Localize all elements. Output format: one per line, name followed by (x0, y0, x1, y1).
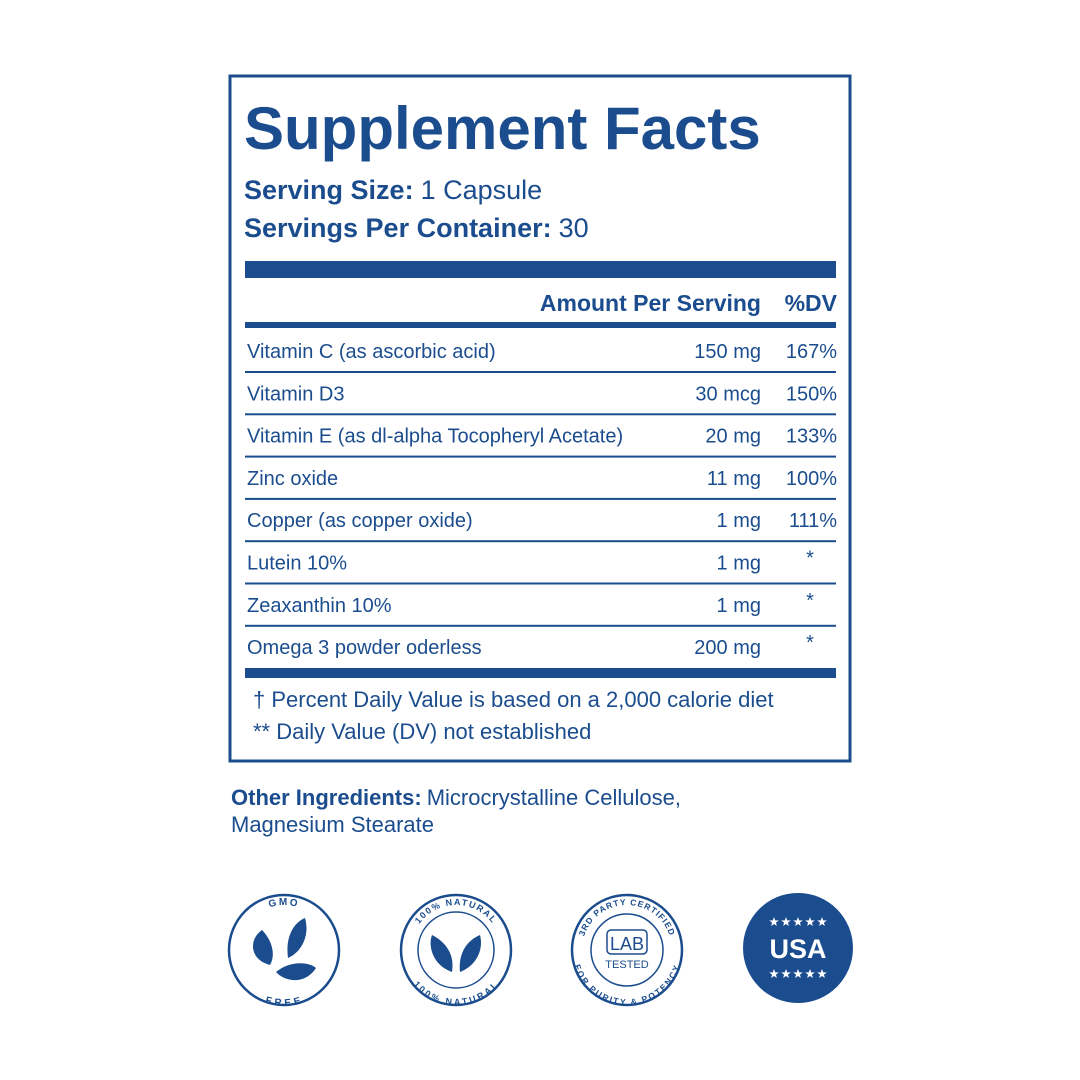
row-rule (245, 624, 836, 627)
row-rule (245, 455, 836, 458)
badge-text: 100% NATURAL (413, 897, 498, 926)
nutrient-amount: 1 mg (717, 553, 761, 575)
svg-text:100% NATURAL: 100% NATURAL (413, 897, 499, 926)
svg-text:GMO: GMO (268, 897, 301, 910)
nutrient-dv: 111% (789, 510, 837, 532)
row-rule (245, 413, 836, 416)
badge-text: GMO (268, 897, 299, 910)
nutrient-name: Omega 3 powder oderless (247, 637, 482, 659)
row-rule (245, 497, 836, 500)
nutrient-dv: 167% (786, 341, 837, 363)
other-ingredients-line: Magnesium Stearate (231, 812, 434, 837)
row-rule (245, 582, 836, 585)
nutrient-rows: Vitamin C (as ascorbic acid) 150 mg 167% Vi… (245, 341, 837, 659)
other-ingredients-label: Other Ingredients: (231, 785, 422, 810)
nutrient-amount: 1 mg (717, 510, 761, 532)
lab-tested-badge: 3RD PARTY CERTIFIED FOR PURITY & POTENCY… (570, 893, 684, 1007)
nutrient-name: Zeaxanthin 10% (247, 595, 392, 617)
gmo-free-badge: GMO FREE (227, 893, 341, 1009)
nutrient-amount: 30 mcg (695, 383, 761, 405)
row-rule (245, 371, 836, 373)
badge-text: 100% NATURAL (412, 979, 499, 1007)
svg-text:3RD PARTY CERTIFIED: 3RD PARTY CERTIFIED (577, 897, 678, 937)
nutrient-dv: * (806, 590, 814, 612)
servings-per-container: Servings Per Container: 30 (244, 213, 589, 243)
nutrient-dv: * (806, 632, 814, 654)
nutrient-name: Zinc oxide (247, 468, 338, 490)
badge-text: FREE (264, 995, 302, 1009)
other-ingredients: Other Ingredients: Microcrystalline Cellu… (231, 785, 681, 810)
header-rule (245, 322, 836, 328)
footnote: † Percent Daily Value is based on a 2,00… (253, 687, 774, 712)
footnote: ** Daily Value (DV) not established (253, 719, 591, 744)
servings-value: 30 (559, 213, 589, 243)
title: Supplement Facts (244, 95, 761, 162)
natural-badge: 100% NATURAL 100% NATURAL (399, 893, 513, 1007)
serving-size-label: Serving Size: (244, 175, 414, 205)
other-ingredients-line: Microcrystalline Cellulose, (427, 785, 681, 810)
usa-badge: USA (743, 893, 853, 1003)
header-dv: %DV (785, 290, 838, 316)
svg-text:FREE: FREE (264, 995, 304, 1009)
thick-bar (245, 261, 836, 278)
nutrient-dv: 100% (786, 468, 837, 490)
nutrient-amount: 150 mg (694, 341, 761, 363)
bottom-bar (245, 668, 836, 678)
nutrient-dv: 150% (786, 383, 837, 405)
svg-text:100% NATURAL: 100% NATURAL (412, 979, 501, 1007)
nutrient-amount: 20 mg (705, 426, 761, 448)
row-rule (245, 540, 836, 543)
nutrient-name: Lutein 10% (247, 553, 347, 575)
serving-size-value: 1 Capsule (421, 175, 543, 205)
badge-text: TESTED (605, 959, 648, 971)
nutrient-name: Vitamin D3 (247, 383, 344, 405)
nutrient-amount: 200 mg (694, 637, 761, 659)
nutrient-name: Copper (as copper oxide) (247, 510, 473, 532)
label-border (228, 74, 852, 763)
nutrient-amount: 1 mg (717, 595, 761, 617)
nutrient-amount: 11 mg (707, 468, 761, 490)
nutrient-dv: 133% (786, 426, 837, 448)
serving-size: Serving Size: 1 Capsule (244, 175, 542, 205)
header-amount: Amount Per Serving (540, 290, 761, 316)
nutrient-name: Vitamin E (as dl-alpha Tocopheryl Acetat… (247, 426, 623, 448)
badge-text: USA (769, 934, 826, 964)
badge-text: LAB (610, 934, 644, 954)
nutrient-dv: * (806, 548, 814, 570)
nutrient-name: Vitamin C (as ascorbic acid) (247, 341, 496, 363)
badge-text: 3RD PARTY CERTIFIED (577, 897, 677, 937)
servings-label: Servings Per Container: (244, 213, 552, 243)
